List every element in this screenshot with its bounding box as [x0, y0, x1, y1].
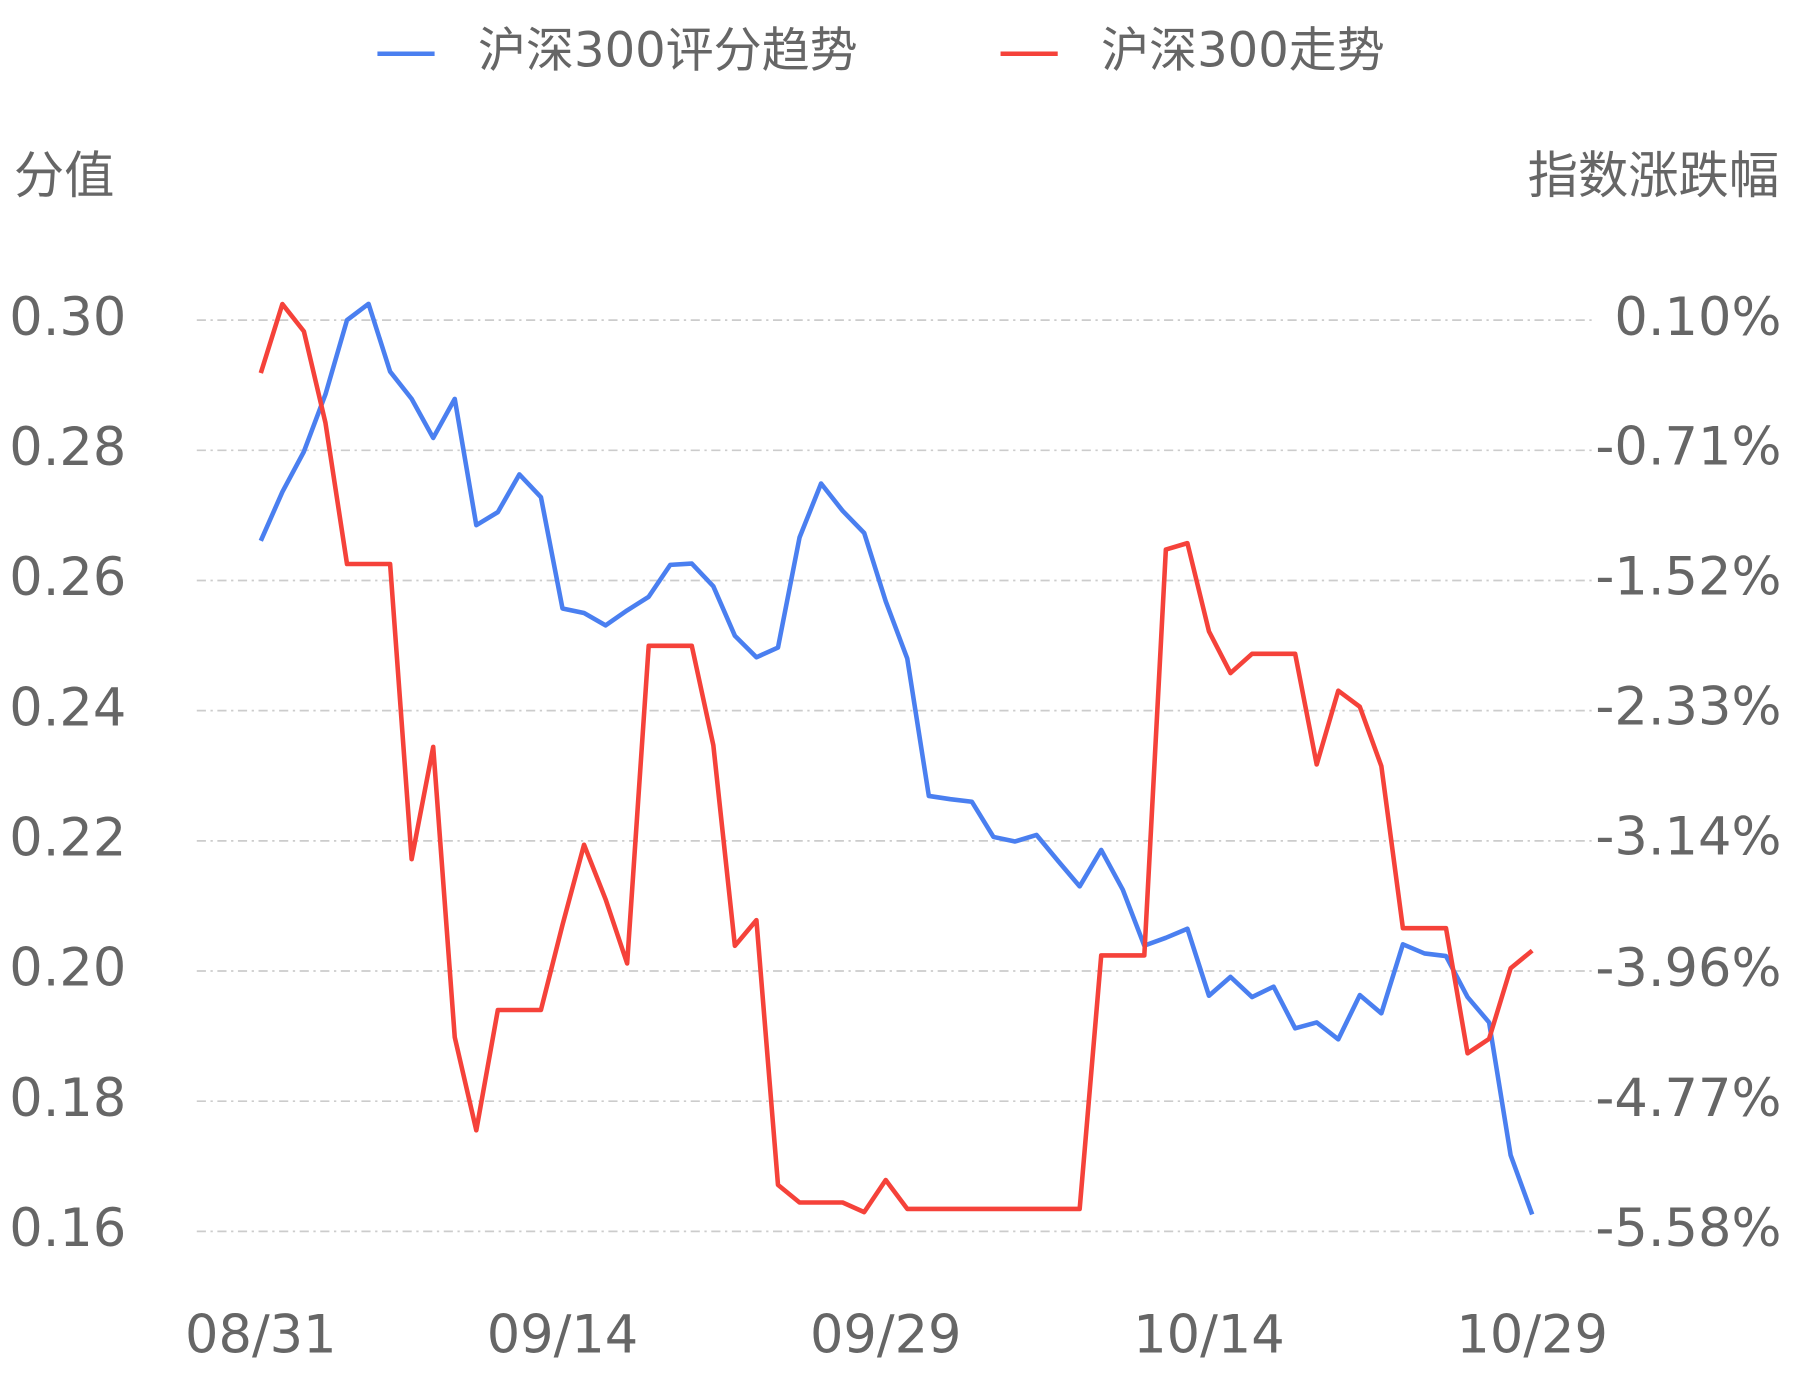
x-tick-label: 10/29: [1456, 1304, 1608, 1365]
x-tick-label: 10/14: [1133, 1304, 1285, 1365]
y2-tick-label: -2.33%: [1595, 677, 1781, 738]
y2-tick-label: -4.77%: [1595, 1068, 1781, 1129]
y-tick-label: 0.28: [9, 417, 126, 478]
line-series: [258, 301, 1534, 1215]
y2-tick-label: -3.96%: [1595, 938, 1781, 999]
legend-label: 沪深300评分趋势: [478, 23, 858, 79]
x-tick-label: 08/31: [185, 1304, 337, 1365]
y2-tick-label: -1.52%: [1595, 547, 1781, 608]
y2-tick-label: -3.14%: [1595, 807, 1781, 868]
y-tick-label: 0.20: [9, 938, 126, 999]
y-tick-label: 0.16: [9, 1198, 126, 1259]
line-series: [258, 301, 1535, 1216]
y2-tick-label: -5.58%: [1595, 1198, 1781, 1259]
y-axis-title: 分值: [14, 146, 115, 205]
x-tick-label: 09/29: [810, 1304, 962, 1365]
y-tick-label: 0.18: [9, 1068, 126, 1129]
y2-tick-label: 0.10%: [1614, 287, 1781, 348]
y-tick-label: 0.30: [9, 287, 126, 348]
legend-label: 沪深300走势: [1101, 23, 1385, 79]
y-tick-label: 0.26: [9, 547, 126, 608]
y-tick-label: 0.24: [9, 677, 126, 738]
y-tick-label: 0.22: [9, 807, 126, 868]
y2-tick-label: -0.71%: [1595, 417, 1781, 478]
y2-axis-title: 指数涨跌幅: [1528, 146, 1779, 205]
x-tick-label: 09/14: [487, 1304, 639, 1365]
